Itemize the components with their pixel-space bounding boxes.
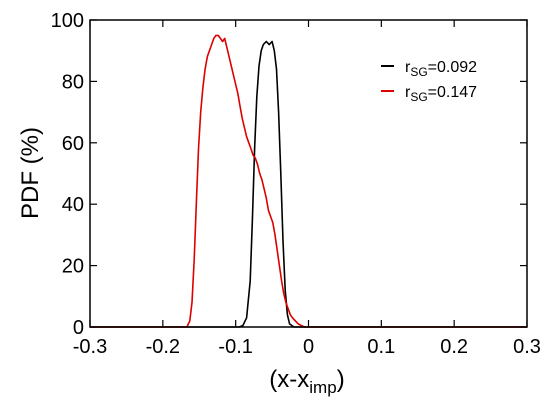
x-tick-label: 0.3 bbox=[513, 336, 541, 358]
x-axis-title: (x-ximp) bbox=[269, 366, 344, 397]
legend-label-series-1: rSG=0.092 bbox=[405, 59, 477, 79]
series-line-1 bbox=[90, 40, 527, 328]
legend-label-series-2: rSG=0.147 bbox=[405, 84, 477, 104]
y-tick-label: 60 bbox=[62, 133, 84, 155]
x-tick-label: -0.3 bbox=[73, 336, 107, 358]
series-line-2 bbox=[90, 34, 527, 328]
x-tick-label: -0.2 bbox=[146, 336, 180, 358]
x-tick-label: -0.1 bbox=[218, 336, 252, 358]
y-tick-label: 80 bbox=[62, 71, 84, 93]
x-tick-label: 0.2 bbox=[440, 336, 468, 358]
y-axis-title: PDF (%) bbox=[17, 127, 44, 219]
y-tick-label: 0 bbox=[73, 317, 84, 339]
y-tick-label: 100 bbox=[51, 10, 84, 32]
series-layer bbox=[90, 34, 527, 328]
y-tick-label: 20 bbox=[62, 256, 84, 278]
ticks-layer: -0.3 -0.2 -0.1 0 0.1 0.2 0.3 0 20 40 60 80 100 bbox=[51, 10, 541, 358]
x-tick-label: 0.1 bbox=[367, 336, 395, 358]
x-tick-label: 0 bbox=[303, 336, 314, 358]
legend: rSG=0.092 rSG=0.147 bbox=[381, 59, 477, 104]
y-tick-label: 40 bbox=[62, 194, 84, 216]
